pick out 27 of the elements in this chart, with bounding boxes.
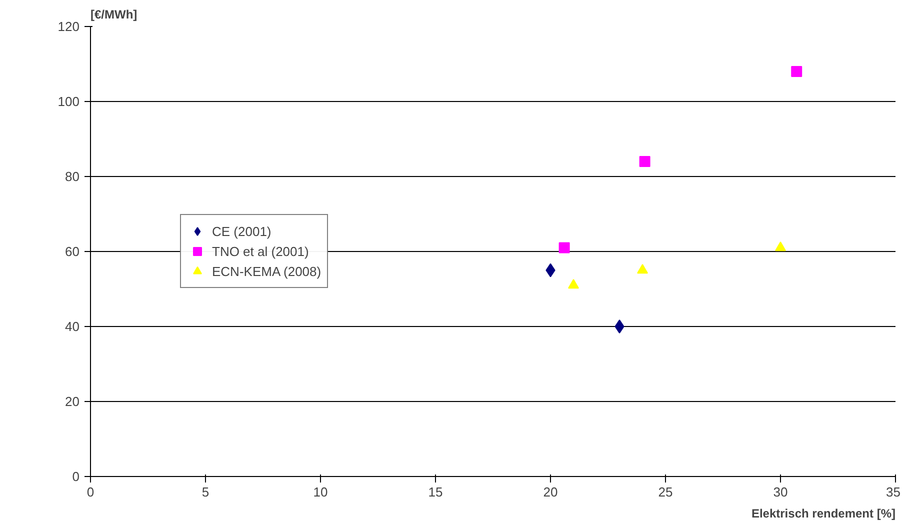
legend-label: ECN-KEMA (2008) (212, 264, 322, 278)
x-tick-label: 15 (428, 484, 443, 500)
point (637, 264, 648, 274)
point (558, 242, 570, 254)
x-tick-label: 30 (773, 484, 788, 500)
point (614, 320, 624, 334)
point (568, 278, 579, 289)
x-tick-label: 10 (313, 484, 328, 500)
y-tick-label: 60 (65, 244, 80, 259)
x-tick-label: 5 (202, 484, 210, 500)
legend-label: TNO et al (2001) (212, 244, 309, 258)
x-tick-label: 20 (543, 484, 558, 500)
x-tick-label: 35 (886, 484, 901, 500)
y-tick-label: 120 (58, 19, 80, 34)
point (639, 156, 650, 167)
y-tick-label: 80 (65, 169, 80, 184)
point (791, 66, 802, 77)
y-tick-label: 40 (65, 319, 80, 334)
y-tick-label: 0 (72, 469, 80, 484)
point (775, 241, 786, 252)
y-axis-title: [€/MWh] (90, 8, 138, 22)
x-axis-title: Elektrisch rendement [%] (751, 506, 896, 520)
y-tick-label: 20 (65, 394, 80, 409)
y-tick-label: 100 (58, 94, 80, 109)
x-tick-label: 0 (86, 484, 94, 500)
x-tick-label: 25 (658, 484, 673, 500)
legend-label: CE (2001) (212, 224, 272, 238)
